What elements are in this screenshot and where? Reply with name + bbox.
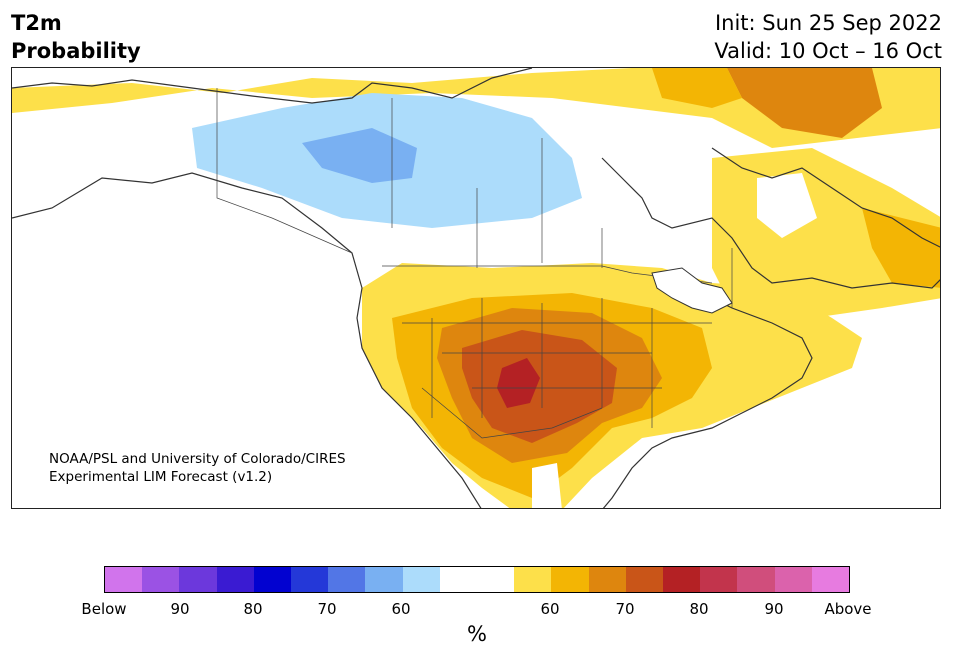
north-america-map	[12, 68, 940, 508]
credit-line-1: NOAA/PSL and University of Colorado/CIRE…	[49, 451, 346, 467]
colorbar-tick-label: 60	[540, 600, 560, 618]
colorbar-tick-label: 90	[170, 600, 190, 618]
colorbar-segment	[625, 567, 664, 592]
colorbar-segment	[737, 567, 775, 592]
colorbar-segment	[551, 567, 589, 592]
east-canada-orange	[862, 208, 940, 288]
data-source-credit: NOAA/PSL and University of Colorado/CIRE…	[49, 450, 346, 486]
title-type: Probability	[11, 39, 141, 63]
east-canada-white	[757, 173, 817, 238]
colorbar-tick-label: Above	[824, 600, 872, 618]
valid-dates: Valid: 10 Oct – 16 Oct	[714, 39, 942, 63]
colorbar-segment	[365, 567, 403, 592]
colorbar-tick-label: 90	[764, 600, 784, 618]
colorbar-tick-label: 80	[243, 600, 263, 618]
colorbar-segment	[142, 567, 180, 592]
colorbar-unit: %	[467, 622, 487, 646]
colorbar-segment	[179, 567, 217, 592]
us-warm-dark-orange	[462, 330, 617, 443]
title-variable: T2m	[11, 11, 62, 35]
mexico-white-gap	[532, 463, 562, 508]
colorbar-segment	[477, 567, 515, 592]
colorbar-segment	[774, 567, 812, 592]
colorbar-segment	[253, 567, 292, 592]
colorbar-segment	[700, 567, 738, 592]
colorbar-tick-label: Below	[81, 600, 127, 618]
map-title: T2m Probability	[11, 9, 141, 65]
probability-colorbar	[104, 566, 850, 593]
colorbar-tick-label: 80	[689, 600, 709, 618]
colorbar-segment	[439, 567, 478, 592]
colorbar-segment	[105, 567, 143, 592]
coastlines	[12, 68, 940, 508]
colorbar-segment	[514, 567, 552, 592]
forecast-dates: Init: Sun 25 Sep 2022 Valid: 10 Oct – 16…	[714, 9, 942, 65]
credit-line-2: Experimental LIM Forecast (v1.2)	[49, 469, 273, 485]
colorbar-tick-label: 60	[391, 600, 411, 618]
init-date: Init: Sun 25 Sep 2022	[714, 11, 942, 35]
great-lakes	[651, 267, 733, 314]
colorbar-segment	[291, 567, 329, 592]
colorbar-tick-label: 70	[317, 600, 337, 618]
arctic-orange-patch	[727, 68, 882, 138]
colorbar-segment	[328, 567, 366, 592]
map-panel	[11, 67, 941, 509]
arctic-yellow-inner	[652, 68, 742, 108]
colorbar-segment	[663, 567, 701, 592]
colorbar-segment	[811, 567, 850, 592]
colorbar-tick-label: 70	[615, 600, 635, 618]
colorbar-segment	[216, 567, 254, 592]
colorbar-segment	[402, 567, 440, 592]
cold-anomaly-medium	[302, 128, 417, 183]
us-warm-red	[497, 358, 540, 408]
colorbar-segment	[588, 567, 626, 592]
